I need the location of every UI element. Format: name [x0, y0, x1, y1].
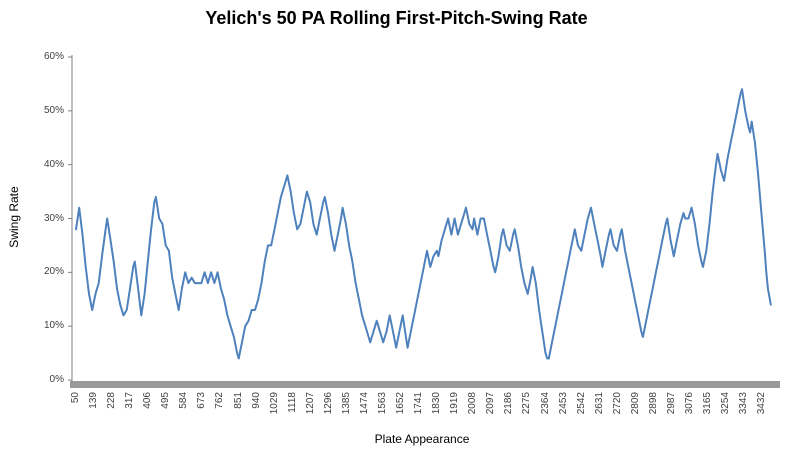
x-tick-label: 1296	[322, 392, 334, 415]
x-tick-label: 2275	[521, 392, 533, 415]
x-tick-label: 851	[232, 392, 244, 409]
y-tick-label: 0%	[49, 374, 64, 385]
y-tick-label: 30%	[43, 212, 64, 224]
y-tick-label: 10%	[43, 320, 64, 332]
x-tick-label: 2809	[629, 392, 641, 415]
x-tick-label: 1830	[431, 392, 443, 415]
x-tick-label: 2987	[665, 392, 677, 415]
x-tick-label: 50	[70, 392, 81, 404]
series-line	[75, 88, 772, 360]
x-tick-label: 1118	[286, 392, 298, 413]
y-tick-label: 40%	[43, 158, 64, 170]
x-tick-label: 762	[214, 392, 226, 409]
x-tick-label: 495	[160, 392, 172, 409]
x-tick-label: 1652	[395, 392, 407, 415]
y-tick-label: 20%	[43, 266, 64, 278]
x-tick-label: 1385	[340, 392, 352, 415]
x-tick-label: 1474	[358, 392, 370, 415]
x-tick-label: 2364	[539, 392, 551, 415]
x-axis-line	[70, 381, 780, 388]
x-tick-label: 2720	[611, 392, 623, 415]
x-tick-label: 1207	[304, 392, 316, 415]
y-tick-label: 50%	[43, 104, 64, 116]
x-tick-label: 2008	[467, 392, 479, 415]
x-tick-label: 3343	[738, 392, 750, 415]
x-tick-label: 584	[178, 392, 190, 409]
x-tick-label: 2186	[503, 392, 515, 415]
x-tick-label: 1741	[413, 392, 425, 415]
y-axis-title: Swing Rate	[7, 186, 21, 248]
x-tick-label: 406	[142, 392, 154, 409]
chart-title: Yelich's 50 PA Rolling First-Pitch-Swing…	[205, 8, 588, 28]
x-tick-label: 1563	[377, 392, 388, 415]
x-tick-label: 2097	[485, 392, 497, 415]
x-tick-label: 317	[124, 392, 136, 409]
x-tick-label: 3165	[702, 392, 714, 415]
x-tick-label: 3432	[756, 392, 768, 415]
x-tick-label: 1029	[268, 392, 280, 415]
x-tick-label: 940	[250, 392, 262, 409]
x-tick-label: 139	[88, 392, 100, 409]
x-tick-label: 3076	[684, 392, 696, 415]
x-tick-label: 3254	[720, 392, 732, 415]
x-tick-label: 2542	[575, 392, 587, 415]
y-tick-label: 60%	[43, 51, 64, 62]
x-tick-label: 2898	[647, 392, 659, 415]
x-tick-label: 2631	[593, 392, 605, 415]
x-tick-label: 2453	[557, 392, 569, 415]
x-tick-label: 673	[196, 392, 208, 409]
x-tick-label: 1919	[449, 392, 461, 415]
x-axis-title: Plate Appearance	[374, 432, 470, 446]
x-tick-label: 228	[106, 392, 118, 409]
